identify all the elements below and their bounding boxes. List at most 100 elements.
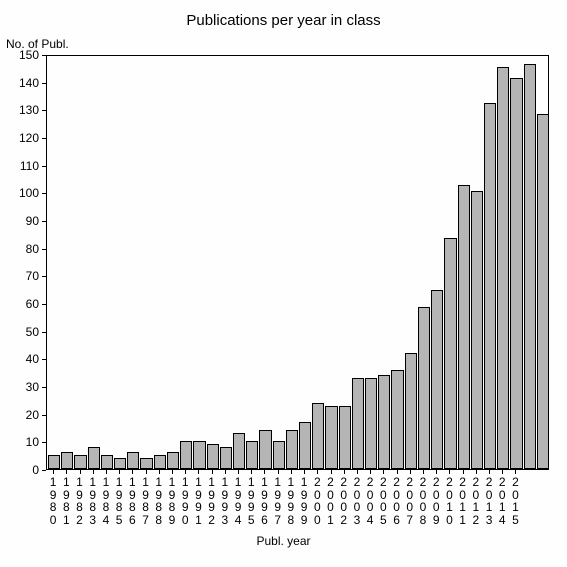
xtick-label: 2009 [430, 476, 442, 526]
xtick-label: 1989 [166, 476, 178, 526]
xtick-mark [515, 470, 516, 474]
xtick-label: 1998 [285, 476, 297, 526]
xtick-label: 1999 [298, 476, 310, 526]
bar [339, 406, 351, 469]
bar [140, 458, 152, 469]
bar [127, 452, 139, 469]
xtick-mark [423, 470, 424, 474]
bar [325, 406, 337, 469]
ytick-mark [42, 221, 46, 222]
ytick-mark [42, 387, 46, 388]
ytick-label: 0 [0, 463, 39, 477]
xtick-label: 2014 [496, 476, 508, 526]
ytick-label: 140 [0, 76, 39, 90]
ytick-mark [42, 249, 46, 250]
ytick-mark [42, 470, 46, 471]
xtick-mark [502, 470, 503, 474]
ytick-label: 50 [0, 325, 39, 339]
ytick-label: 70 [0, 269, 39, 283]
bar [365, 378, 377, 469]
bar [524, 64, 536, 469]
xtick-mark [185, 470, 186, 474]
xtick-label: 2000 [311, 476, 323, 526]
bar [167, 452, 179, 469]
xtick-label: 1981 [60, 476, 72, 526]
ytick-label: 40 [0, 352, 39, 366]
bar [458, 185, 470, 469]
ytick-mark [42, 110, 46, 111]
xtick-label: 1992 [206, 476, 218, 526]
xtick-label: 2010 [443, 476, 455, 526]
xtick-mark [198, 470, 199, 474]
bar [114, 458, 126, 469]
xtick-label: 1997 [272, 476, 284, 526]
bar [444, 238, 456, 469]
xtick-label: 1986 [126, 476, 138, 526]
xtick-mark [146, 470, 147, 474]
ytick-mark [42, 55, 46, 56]
plot-area [46, 55, 549, 470]
bar [48, 455, 60, 469]
xtick-mark [119, 470, 120, 474]
xtick-mark [172, 470, 173, 474]
xtick-label: 2001 [324, 476, 336, 526]
xtick-mark [397, 470, 398, 474]
ytick-label: 60 [0, 297, 39, 311]
ytick-mark [42, 415, 46, 416]
bar [74, 455, 86, 469]
ytick-label: 20 [0, 408, 39, 422]
bar [510, 78, 522, 469]
xtick-mark [225, 470, 226, 474]
xtick-mark [159, 470, 160, 474]
xtick-label: 1983 [87, 476, 99, 526]
xtick-mark [476, 470, 477, 474]
bar [88, 447, 100, 469]
bar [405, 353, 417, 469]
bar [418, 307, 430, 469]
ytick-mark [42, 276, 46, 277]
ytick-label: 90 [0, 214, 39, 228]
xtick-label: 2015 [509, 476, 521, 526]
xtick-mark [344, 470, 345, 474]
xtick-mark [317, 470, 318, 474]
ytick-label: 120 [0, 131, 39, 145]
xtick-mark [331, 470, 332, 474]
xtick-label: 1990 [179, 476, 191, 526]
xtick-label: 1995 [245, 476, 257, 526]
chart-title: Publications per year in class [0, 12, 567, 29]
xtick-label: 1988 [153, 476, 165, 526]
xtick-mark [264, 470, 265, 474]
xtick-label: 1994 [232, 476, 244, 526]
x-axis-title: Publ. year [0, 534, 567, 548]
bar [286, 430, 298, 469]
ytick-mark [42, 138, 46, 139]
xtick-label: 2003 [351, 476, 363, 526]
bar [259, 430, 271, 469]
xtick-label: 2013 [483, 476, 495, 526]
bar [312, 403, 324, 469]
ytick-label: 30 [0, 380, 39, 394]
bar [273, 441, 285, 469]
xtick-label: 2011 [457, 476, 469, 526]
bar [471, 191, 483, 469]
xtick-mark [357, 470, 358, 474]
xtick-label: 1991 [192, 476, 204, 526]
bar [299, 422, 311, 469]
bar [233, 433, 245, 469]
xtick-mark [370, 470, 371, 474]
ytick-label: 100 [0, 186, 39, 200]
xtick-label: 1984 [100, 476, 112, 526]
xtick-mark [53, 470, 54, 474]
xtick-mark [278, 470, 279, 474]
xtick-mark [238, 470, 239, 474]
xtick-mark [132, 470, 133, 474]
ytick-mark [42, 359, 46, 360]
xtick-label: 2012 [470, 476, 482, 526]
bar [484, 103, 496, 469]
ytick-mark [42, 193, 46, 194]
bar [378, 375, 390, 469]
ytick-label: 80 [0, 242, 39, 256]
xtick-label: 2004 [364, 476, 376, 526]
xtick-mark [80, 470, 81, 474]
ytick-mark [42, 442, 46, 443]
